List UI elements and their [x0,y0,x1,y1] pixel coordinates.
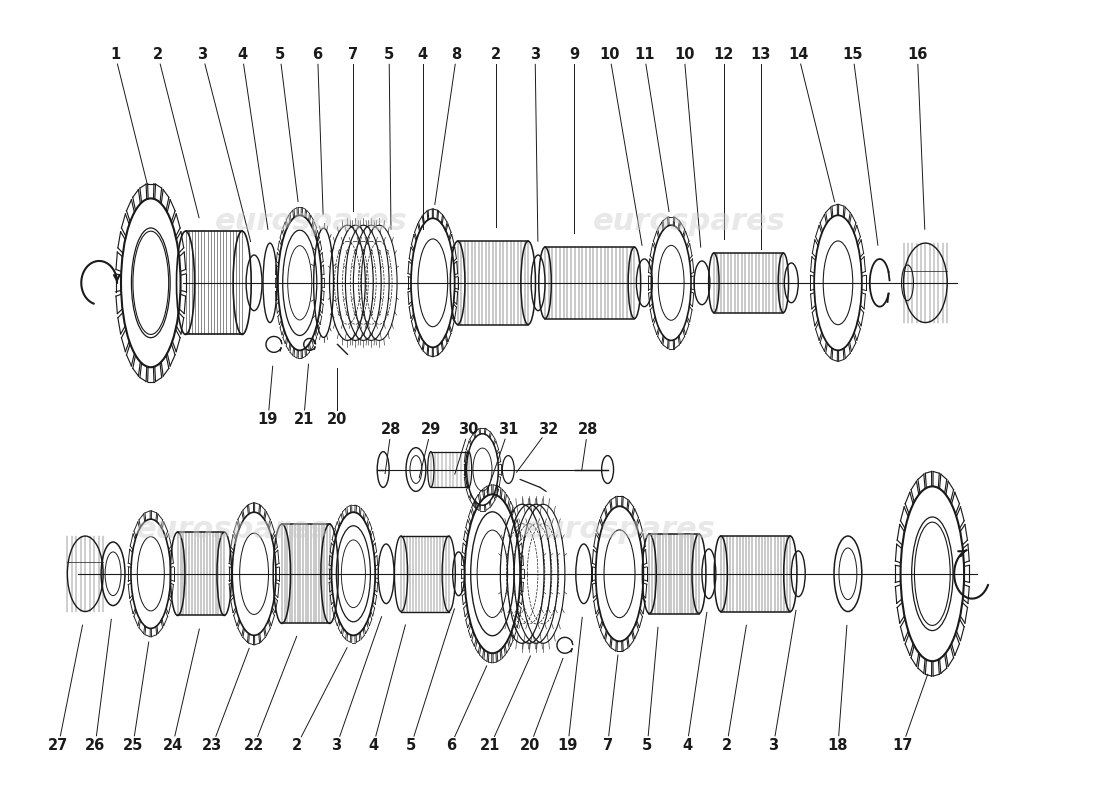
Text: 20: 20 [520,738,540,753]
Text: 26: 26 [85,738,106,753]
Text: 15: 15 [843,47,864,62]
Text: 5: 5 [275,47,285,62]
Text: 27: 27 [48,738,68,753]
Text: 28: 28 [381,422,402,438]
Text: 5: 5 [406,738,416,753]
Text: 17: 17 [892,738,913,753]
Text: 3: 3 [331,738,342,753]
Text: 2: 2 [492,47,502,62]
Text: 19: 19 [257,412,278,427]
Text: 12: 12 [714,47,734,62]
Text: 4: 4 [418,47,428,62]
Text: 16: 16 [908,47,927,62]
Text: 3: 3 [197,47,208,62]
Text: 14: 14 [788,47,808,62]
Text: 21: 21 [481,738,500,753]
Text: 28: 28 [578,422,598,438]
Text: 2: 2 [292,738,301,753]
Text: 6: 6 [446,738,455,753]
Text: 5: 5 [384,47,394,62]
Text: 32: 32 [538,422,558,438]
Text: eurospares: eurospares [524,514,716,543]
Text: eurospares: eurospares [135,514,329,543]
Text: 10: 10 [600,47,619,62]
Text: 9: 9 [569,47,579,62]
Text: eurospares: eurospares [216,206,408,236]
Text: 23: 23 [202,738,222,753]
Text: 3: 3 [530,47,540,62]
Text: 4: 4 [368,738,378,753]
Text: 29: 29 [420,422,441,438]
Text: 7: 7 [349,47,359,62]
Text: 19: 19 [558,738,579,753]
Text: 31: 31 [498,422,518,438]
Text: 7: 7 [603,738,613,753]
Text: 4: 4 [238,47,248,62]
Text: 25: 25 [123,738,143,753]
Text: 2: 2 [722,738,732,753]
Text: 2: 2 [153,47,163,62]
Text: 5: 5 [642,738,652,753]
Text: 8: 8 [451,47,462,62]
Text: 30: 30 [459,422,478,438]
Text: 21: 21 [294,412,313,427]
Text: 13: 13 [750,47,771,62]
Text: 20: 20 [328,412,348,427]
Text: 10: 10 [674,47,694,62]
Text: 24: 24 [163,738,183,753]
Text: 6: 6 [312,47,322,62]
Text: 3: 3 [769,738,779,753]
Text: 22: 22 [244,738,264,753]
Text: 11: 11 [634,47,654,62]
Text: 18: 18 [827,738,848,753]
Text: 1: 1 [110,47,120,62]
Text: eurospares: eurospares [593,206,785,236]
Text: 4: 4 [682,738,692,753]
